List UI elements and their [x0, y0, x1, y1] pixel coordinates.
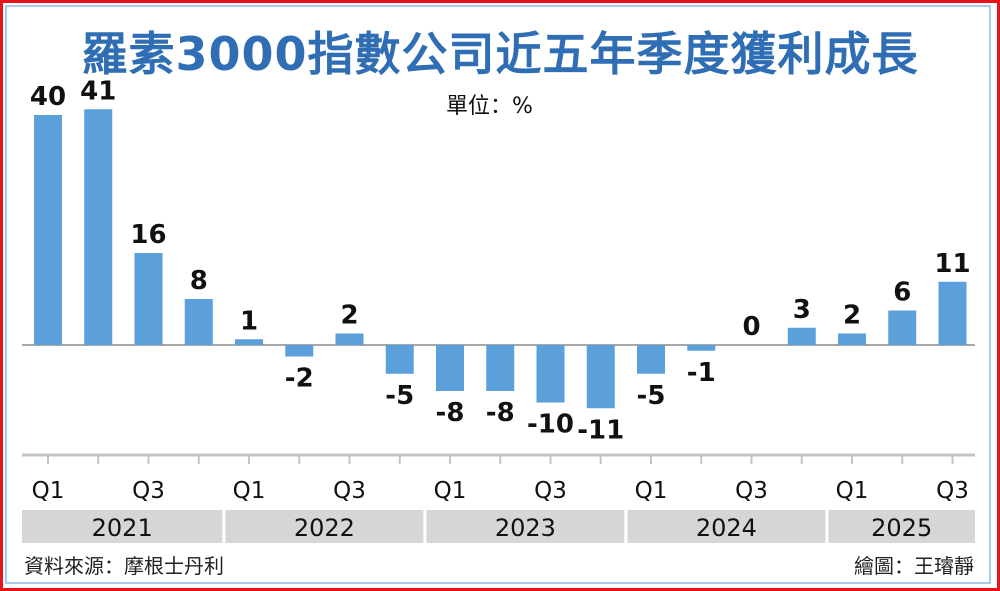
bar — [888, 310, 917, 345]
tick-label: Q1 — [836, 478, 869, 504]
tick-label: Q3 — [936, 478, 969, 504]
tick-label: Q1 — [434, 478, 467, 504]
bar — [486, 345, 515, 391]
data-label: -11 — [577, 415, 624, 445]
data-label: 40 — [30, 82, 66, 112]
source-note: 資料來源：摩根士丹利 — [24, 554, 224, 578]
data-label: 2 — [843, 301, 861, 331]
data-label: -1 — [687, 358, 716, 388]
bar — [385, 345, 414, 374]
bar — [285, 345, 314, 357]
year-band — [426, 510, 625, 543]
year-band — [225, 510, 424, 543]
bar — [84, 109, 113, 345]
credit-note: 繪圖：王璿靜 — [854, 554, 974, 578]
bar — [687, 345, 716, 351]
bar — [235, 339, 263, 345]
year-label: 2021 — [92, 514, 153, 542]
bar — [34, 115, 62, 345]
data-label: 6 — [893, 278, 911, 308]
inner-border — [5, 5, 991, 584]
chart-title: 羅素3000指數公司近五年季度獲利成長 — [81, 27, 919, 81]
bar — [335, 333, 364, 345]
bar — [536, 345, 565, 403]
data-label: 8 — [190, 266, 208, 296]
year-band — [828, 510, 975, 543]
tick-label: Q3 — [534, 478, 567, 504]
bar — [787, 327, 816, 345]
tick-label: Q1 — [32, 478, 65, 504]
year-band — [627, 510, 826, 543]
data-label: 0 — [742, 312, 760, 342]
data-label: -10 — [527, 410, 574, 440]
bar — [134, 253, 163, 345]
bar — [586, 345, 615, 409]
bar — [938, 281, 967, 345]
bar — [436, 345, 464, 391]
year-band — [22, 510, 223, 543]
bar — [838, 333, 866, 345]
unit-label: 單位：% — [446, 94, 533, 119]
data-label: -8 — [436, 398, 465, 428]
tick-label: Q3 — [333, 478, 366, 504]
data-label: 41 — [80, 76, 116, 106]
data-label: -5 — [385, 381, 414, 411]
bar — [637, 345, 665, 374]
data-label: 2 — [340, 301, 358, 331]
data-label: -8 — [486, 398, 515, 428]
year-label: 2025 — [871, 514, 932, 542]
data-label: 3 — [793, 295, 811, 325]
year-label: 2022 — [294, 514, 355, 542]
year-label: 2023 — [495, 514, 556, 542]
data-label: 1 — [240, 306, 258, 336]
data-label: -2 — [285, 364, 314, 394]
tick-label: Q3 — [132, 478, 165, 504]
bar — [184, 299, 213, 345]
data-label: 11 — [934, 249, 970, 279]
data-label: -5 — [637, 381, 666, 411]
tick-label: Q1 — [635, 478, 668, 504]
tick-label: Q3 — [735, 478, 768, 504]
year-label: 2024 — [696, 514, 757, 542]
tick-label: Q1 — [233, 478, 266, 504]
data-label: 16 — [130, 220, 166, 250]
